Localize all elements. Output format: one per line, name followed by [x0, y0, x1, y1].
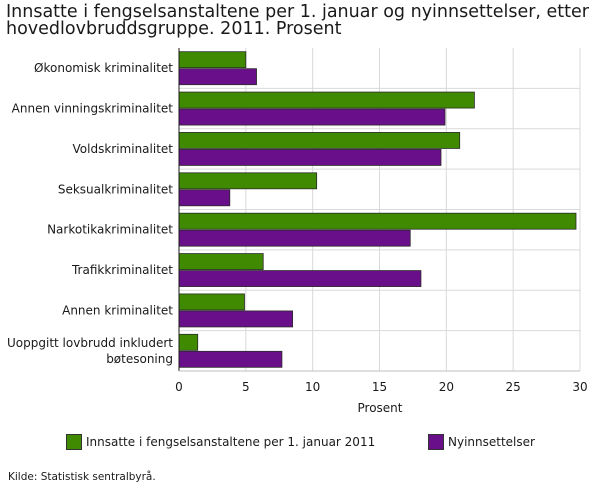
x-tick-label: 20 [439, 380, 454, 394]
legend-item-innsatte: Innsatte i fengselsanstaltene per 1. jan… [66, 432, 375, 452]
axes: 0 5 10 15 20 25 30 [175, 48, 588, 394]
bar-series-1-cat-6 [178, 310, 294, 328]
legend-swatch-innsatte [66, 434, 82, 450]
bar-series-0-cat-2 [178, 132, 461, 149]
chart-title: Innsatte i fengselsanstaltene per 1. jan… [6, 2, 589, 39]
category-label: Trafikkriminalitet [71, 263, 173, 277]
category-label: Annen kriminalitet [62, 303, 173, 317]
bar-series-0-cat-5 [178, 253, 264, 270]
x-tick-label: 10 [305, 380, 320, 394]
category-label: Uoppgitt lovbrudd inkludert bøtesoning [7, 336, 173, 366]
x-tick-label: 5 [242, 380, 250, 394]
bar-series-1-cat-5 [178, 270, 422, 287]
bars [178, 51, 577, 368]
category-label: Seksualkriminalitet [58, 182, 173, 196]
bar-series-1-cat-0 [178, 68, 257, 86]
x-tick-label: 25 [506, 380, 521, 394]
bar-series-1-cat-4 [178, 229, 411, 247]
bar-series-0-cat-7 [178, 333, 199, 351]
bar-series-1-cat-1 [178, 108, 446, 126]
category-label: Økonomisk kriminalitet [34, 61, 173, 75]
bar-series-0-cat-4 [178, 212, 577, 230]
category-label: Annen vinningskriminalitet [12, 102, 174, 116]
x-axis-title: Prosent [358, 401, 403, 415]
bar-series-1-cat-2 [178, 149, 442, 166]
bar-series-0-cat-1 [178, 91, 475, 109]
legend-swatch-nyinnsettelser [428, 434, 444, 450]
x-tick-label: 30 [572, 380, 587, 394]
legend-item-nyinnsettelser: Nyinnsettelser [428, 432, 535, 452]
bar-series-1-cat-3 [178, 189, 231, 207]
category-label: Voldskriminalitet [73, 142, 174, 156]
bar-series-1-cat-7 [178, 350, 283, 368]
bar-series-0-cat-3 [178, 172, 318, 190]
bar-series-0-cat-6 [178, 293, 245, 311]
x-tick-label: 0 [175, 380, 183, 394]
x-tick-label: 15 [372, 380, 387, 394]
source-note: Kilde: Statistisk sentralbyrå. [8, 471, 156, 483]
category-label: Narkotikakriminalitet [47, 223, 173, 237]
legend-label-nyinnsettelser: Nyinnsettelser [448, 435, 535, 449]
category-labels: Økonomisk kriminalitet Annen vinningskrim… [7, 61, 173, 366]
legend-label-innsatte: Innsatte i fengselsanstaltene per 1. jan… [86, 435, 376, 449]
bar-series-0-cat-0 [178, 51, 247, 69]
